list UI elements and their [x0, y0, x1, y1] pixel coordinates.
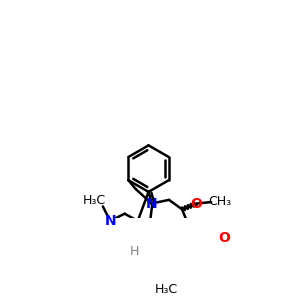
- Text: H₃C: H₃C: [154, 283, 178, 296]
- Text: CH₃: CH₃: [208, 195, 231, 208]
- Text: N: N: [146, 196, 158, 211]
- Text: H₃C: H₃C: [82, 194, 106, 207]
- Text: O: O: [191, 196, 203, 211]
- Text: O: O: [218, 231, 230, 245]
- Text: H: H: [130, 245, 140, 258]
- Text: N: N: [104, 214, 116, 228]
